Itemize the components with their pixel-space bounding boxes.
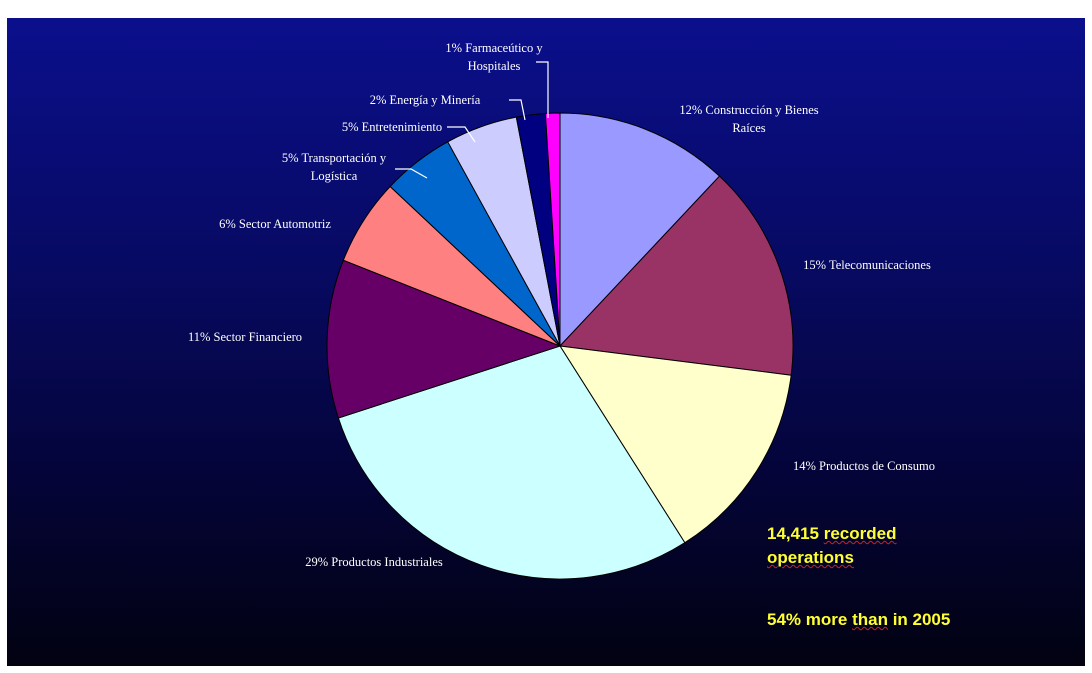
growth-text-post: in 2005: [892, 610, 951, 629]
growth-text-pre: 54% more: [767, 610, 848, 629]
slice-label: 14% Productos de Consumo: [793, 459, 935, 473]
slice-label: 11% Sector Financiero: [188, 330, 302, 344]
pie-slice: [559, 112, 721, 348]
leader-line: [509, 99, 526, 121]
slice-label: 6% Sector Automotriz: [219, 217, 331, 231]
operations-word-recorded: recorded: [823, 524, 897, 543]
leader-line: [536, 61, 549, 118]
slice-label: 12% Construcción y Bienes Raíces: [679, 103, 818, 135]
growth-note: 54% more than in 2005: [767, 608, 950, 632]
slice-label: 15% Telecomunicaciones: [803, 258, 931, 272]
chart-slide: 12% Construcción y Bienes Raíces 15% Telec…: [7, 18, 1085, 666]
slice-label: 29% Productos Industriales: [305, 555, 443, 569]
growth-text-than: than: [852, 610, 888, 629]
pie-slice: [558, 175, 794, 376]
pie-slice: [544, 112, 561, 347]
slice-label: 5% Transportación y Logística: [282, 151, 387, 183]
operations-word-operations: operations: [767, 548, 854, 567]
operations-count: 14,415: [767, 524, 819, 543]
leader-line: [447, 126, 476, 143]
pie-slice: [559, 345, 792, 544]
slice-label: 2% Energía y Minería: [370, 93, 481, 107]
slice-label: 5% Entretenimiento: [342, 120, 442, 134]
pie-slice: [337, 345, 686, 580]
pie-slice: [326, 259, 562, 419]
slice-label: 1% Farmaceútico y Hospitales: [445, 41, 543, 73]
leader-line: [395, 168, 428, 179]
pie-chart: 12% Construcción y Bienes Raíces 15% Telec…: [188, 41, 935, 580]
operations-note: 14,415 recorded operations: [767, 522, 896, 570]
